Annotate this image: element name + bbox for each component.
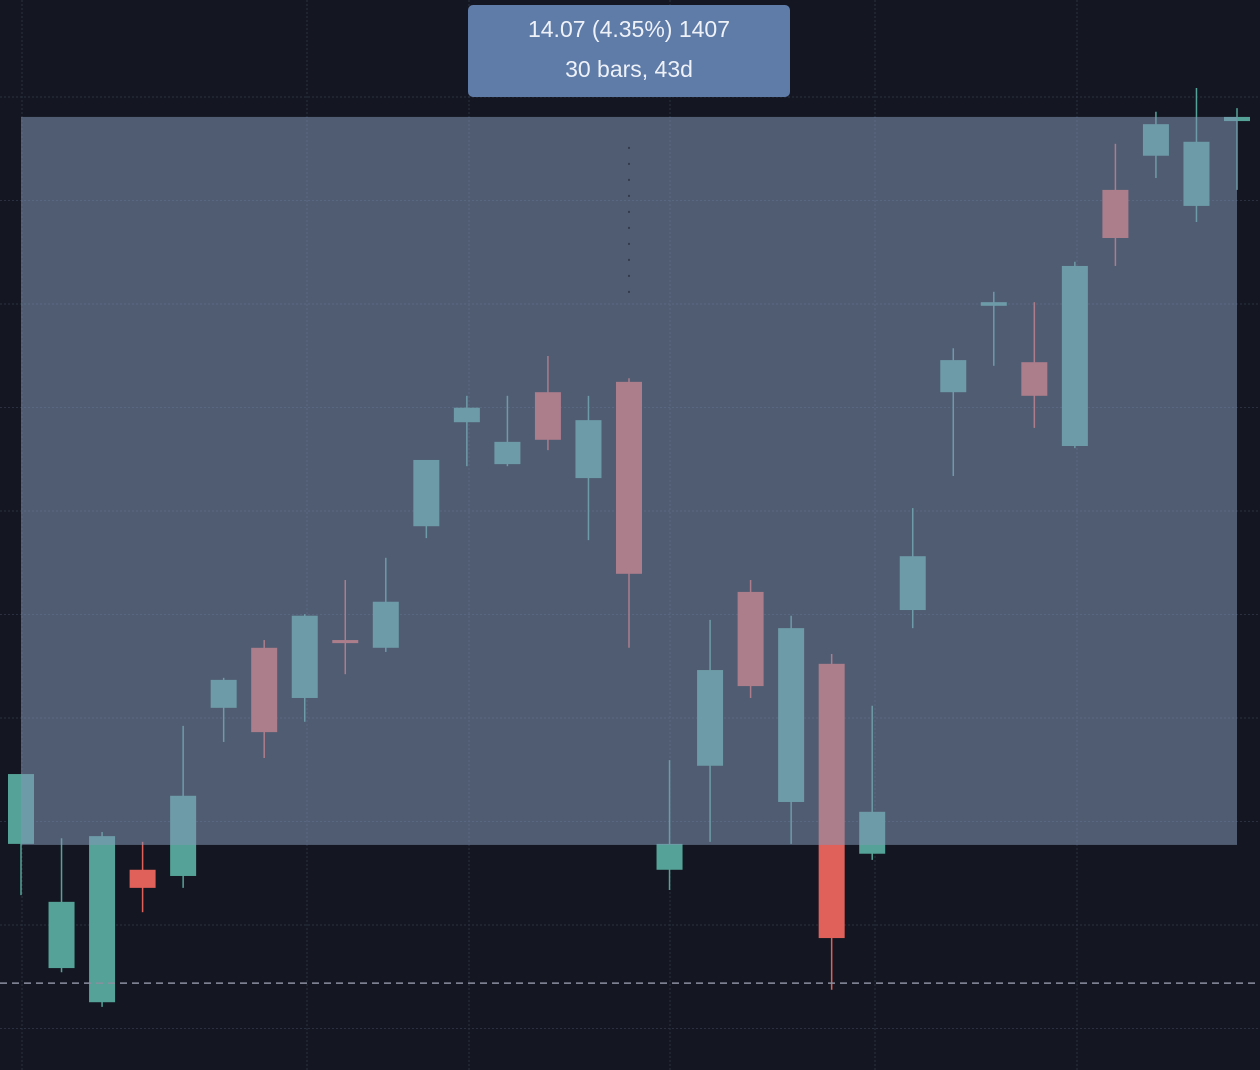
measure-change: 14.07 (4.35%) 1407 bbox=[528, 16, 730, 42]
measure-tooltip bbox=[468, 5, 790, 97]
candle-body bbox=[656, 843, 683, 870]
measure-bars: 30 bars, 43d bbox=[565, 56, 693, 82]
measure-box bbox=[21, 116, 1237, 845]
candle-body bbox=[129, 869, 156, 888]
candle-body bbox=[48, 901, 75, 969]
candle-body bbox=[89, 836, 116, 1003]
